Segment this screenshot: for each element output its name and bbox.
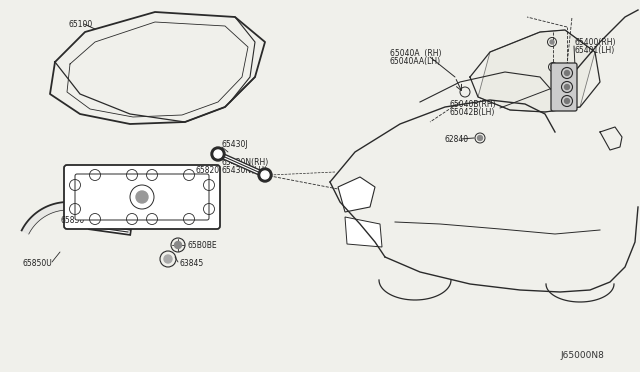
FancyBboxPatch shape xyxy=(551,63,577,111)
Circle shape xyxy=(550,40,554,44)
Circle shape xyxy=(258,168,272,182)
Polygon shape xyxy=(22,202,105,234)
Text: 65B0BE: 65B0BE xyxy=(188,241,218,250)
Circle shape xyxy=(564,99,570,103)
Circle shape xyxy=(261,171,269,179)
Text: J65000N8: J65000N8 xyxy=(560,351,604,360)
Polygon shape xyxy=(345,217,382,247)
Circle shape xyxy=(175,241,182,248)
Text: 65850U: 65850U xyxy=(22,260,52,269)
Polygon shape xyxy=(478,30,595,112)
Text: 65042B(LH): 65042B(LH) xyxy=(450,108,495,116)
Text: 65100: 65100 xyxy=(68,19,92,29)
FancyBboxPatch shape xyxy=(75,174,209,220)
Text: 65430N(RH): 65430N(RH) xyxy=(222,157,269,167)
Text: 65850: 65850 xyxy=(60,215,84,224)
FancyBboxPatch shape xyxy=(64,165,220,229)
Text: 65040AA(LH): 65040AA(LH) xyxy=(390,57,441,65)
Polygon shape xyxy=(338,177,375,212)
Text: 63845: 63845 xyxy=(180,260,204,269)
Text: 65401(LH): 65401(LH) xyxy=(575,45,615,55)
Text: 62840: 62840 xyxy=(445,135,469,144)
Circle shape xyxy=(551,65,555,69)
Circle shape xyxy=(164,255,172,263)
Circle shape xyxy=(477,135,483,141)
Text: 65430N(LH): 65430N(LH) xyxy=(222,166,268,174)
Circle shape xyxy=(136,191,148,203)
Text: 65040B(RH): 65040B(RH) xyxy=(450,99,497,109)
Circle shape xyxy=(214,150,222,158)
Circle shape xyxy=(211,147,225,161)
Text: 65430J: 65430J xyxy=(222,140,248,148)
Text: 65820: 65820 xyxy=(195,166,219,174)
Circle shape xyxy=(564,71,570,76)
Text: 65040A  (RH): 65040A (RH) xyxy=(390,48,442,58)
Circle shape xyxy=(564,84,570,90)
Text: 65400(RH): 65400(RH) xyxy=(575,38,616,46)
